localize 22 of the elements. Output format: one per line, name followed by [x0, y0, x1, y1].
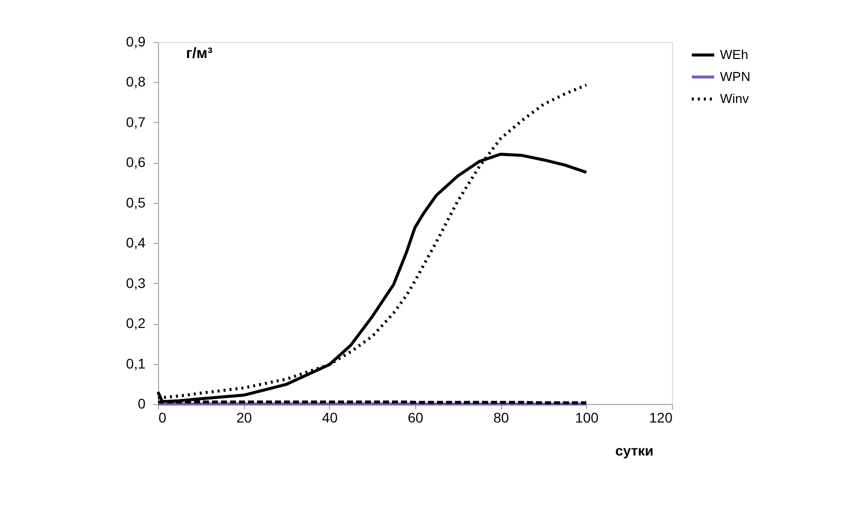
y-tick-label: 0,4 — [126, 234, 146, 251]
x-tick-label: 80 — [493, 410, 510, 426]
x-axis-title: сутки — [615, 442, 654, 458]
y-tick-label: 0,7 — [126, 114, 146, 130]
y-tick-label: 0,8 — [126, 74, 146, 90]
y-tick-label: 0,2 — [126, 315, 146, 332]
x-tick-label: 100 — [575, 410, 599, 426]
y-tick-label: 0,5 — [126, 194, 146, 210]
y-tick-label: 0,6 — [126, 154, 146, 170]
legend-label: WPN — [720, 69, 750, 84]
x-tick-label: 0 — [158, 410, 166, 426]
y-tick-label: 0 — [138, 396, 146, 412]
legend-label: WEh — [720, 47, 748, 62]
x-tick-label: 120 — [649, 410, 673, 426]
y-tick-label: 0,9 — [126, 34, 146, 50]
legend-label: Winv — [720, 91, 750, 106]
x-tick-label: 20 — [236, 410, 252, 426]
x-tick-label: 40 — [322, 410, 338, 426]
y-tick-label: 0,3 — [126, 274, 146, 291]
x-tick-label: 60 — [408, 410, 424, 426]
y-tick-label: 0,1 — [126, 355, 146, 372]
y-axis-title: г/м³ — [186, 45, 213, 62]
